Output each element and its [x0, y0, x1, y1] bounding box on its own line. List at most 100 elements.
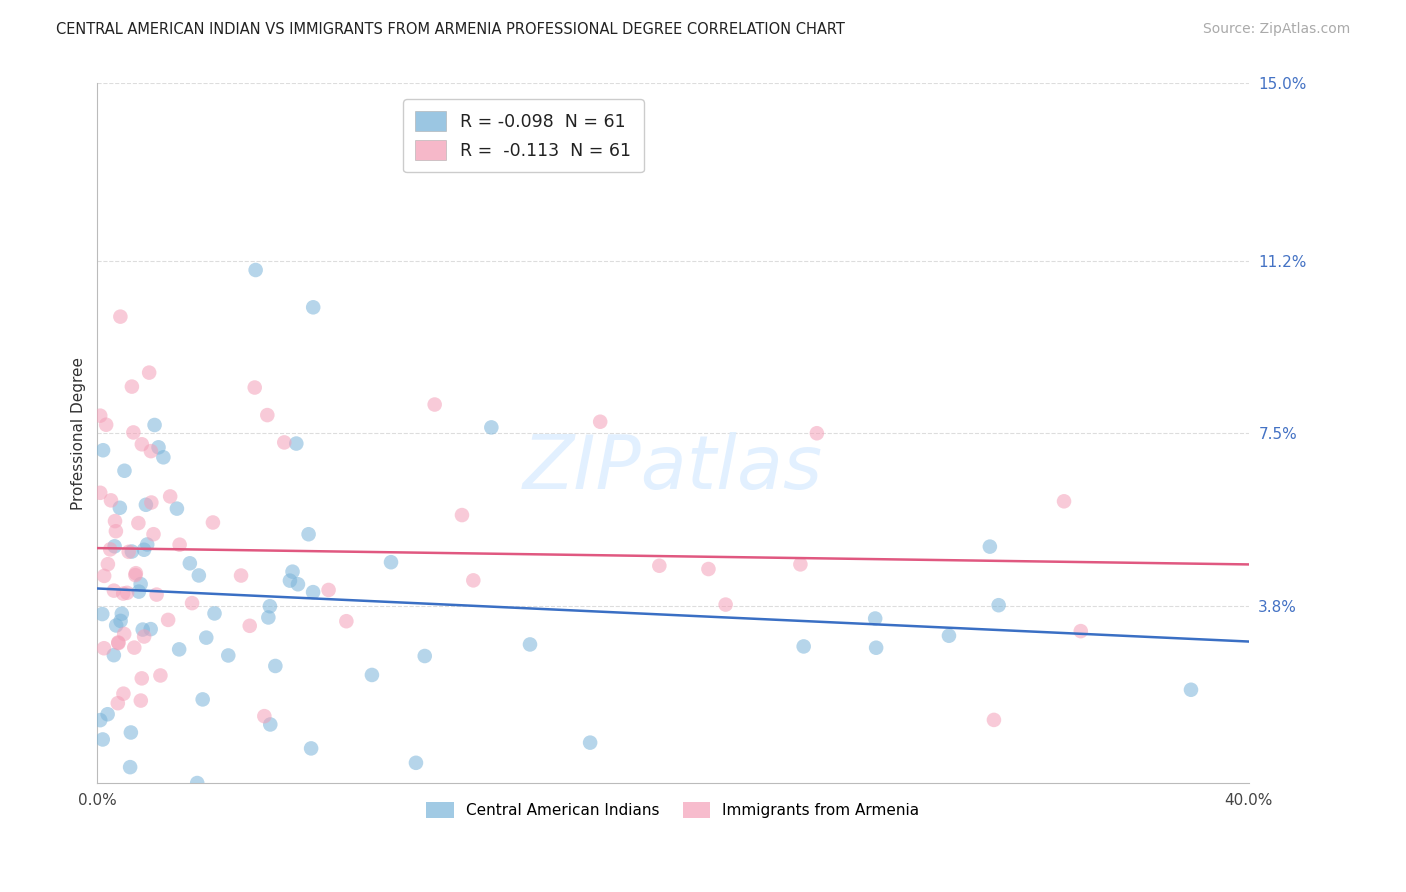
Point [648, 558, 671, 573]
Point [278, 574, 301, 588]
Point [380, 555, 402, 569]
Point [112, 627, 135, 641]
Point [114, 464, 136, 478]
Point [181, 596, 204, 610]
Point [115, 586, 138, 600]
Point [127, 516, 149, 530]
Point [132, 542, 155, 557]
Point [201, 516, 224, 530]
Point [1070, 624, 1092, 639]
Point [112, 586, 135, 600]
Point [142, 527, 165, 541]
Point [131, 671, 153, 685]
Point [89, 409, 111, 423]
Point [122, 425, 145, 440]
Point [138, 366, 160, 380]
Point [239, 619, 262, 633]
Point [793, 640, 815, 654]
Point [131, 437, 153, 451]
Point [100, 493, 122, 508]
Text: CENTRAL AMERICAN INDIAN VS IMMIGRANTS FROM ARMENIA PROFESSIONAL DEGREE CORRELATI: CENTRAL AMERICAN INDIAN VS IMMIGRANTS FR… [56, 22, 845, 37]
Point [129, 693, 152, 707]
Point [423, 398, 446, 412]
Point [107, 636, 129, 650]
Point [579, 736, 602, 750]
Point [97, 557, 120, 571]
Point [167, 642, 190, 657]
Point [987, 598, 1010, 612]
Point [281, 565, 304, 579]
Point [361, 668, 384, 682]
Point [93, 641, 115, 656]
Point [89, 485, 111, 500]
Point [135, 498, 157, 512]
Point [105, 618, 128, 632]
Point [112, 687, 135, 701]
Point [273, 435, 295, 450]
Point [299, 741, 322, 756]
Point [287, 577, 309, 591]
Point [97, 707, 120, 722]
Point [217, 648, 239, 663]
Point [479, 420, 502, 434]
Point [195, 631, 218, 645]
Point [98, 542, 121, 557]
Point [253, 709, 276, 723]
Point [152, 450, 174, 465]
Point [91, 607, 114, 621]
Point [169, 538, 191, 552]
Point [259, 717, 281, 731]
Point [229, 568, 252, 582]
Point [243, 380, 266, 394]
Point [104, 514, 127, 528]
Point [187, 568, 209, 582]
Point [121, 544, 143, 558]
Point [318, 582, 340, 597]
Point [132, 623, 155, 637]
Point [979, 540, 1001, 554]
Point [139, 622, 162, 636]
Point [124, 568, 146, 582]
Point [104, 539, 127, 553]
Point [103, 583, 125, 598]
Point [697, 562, 720, 576]
Point [157, 613, 180, 627]
Point [413, 648, 436, 663]
Point [121, 379, 143, 393]
Point [179, 557, 201, 571]
Point [259, 599, 281, 614]
Point [94, 417, 117, 432]
Point [264, 659, 287, 673]
Point [110, 310, 132, 324]
Point [110, 614, 132, 628]
Point [245, 263, 267, 277]
Point [302, 585, 325, 599]
Point [863, 611, 886, 625]
Point [128, 584, 150, 599]
Point [124, 640, 146, 655]
Point [107, 635, 129, 649]
Point [451, 508, 474, 522]
Point [1180, 682, 1202, 697]
Y-axis label: Professional Degree: Professional Degree [72, 357, 86, 509]
Point [865, 640, 887, 655]
Point [91, 732, 114, 747]
Point [789, 558, 811, 572]
Point [191, 692, 214, 706]
Point [204, 607, 226, 621]
Point [143, 417, 166, 432]
Point [589, 415, 612, 429]
Point [129, 577, 152, 591]
Point [302, 301, 325, 315]
Text: ZIPatlas: ZIPatlas [523, 433, 823, 504]
Point [186, 776, 208, 790]
Point [983, 713, 1005, 727]
Text: Source: ZipAtlas.com: Source: ZipAtlas.com [1202, 22, 1350, 37]
Point [120, 760, 142, 774]
Point [108, 500, 131, 515]
Point [159, 490, 181, 504]
Point [463, 574, 485, 588]
Point [166, 501, 188, 516]
Point [136, 537, 159, 551]
Point [134, 630, 156, 644]
